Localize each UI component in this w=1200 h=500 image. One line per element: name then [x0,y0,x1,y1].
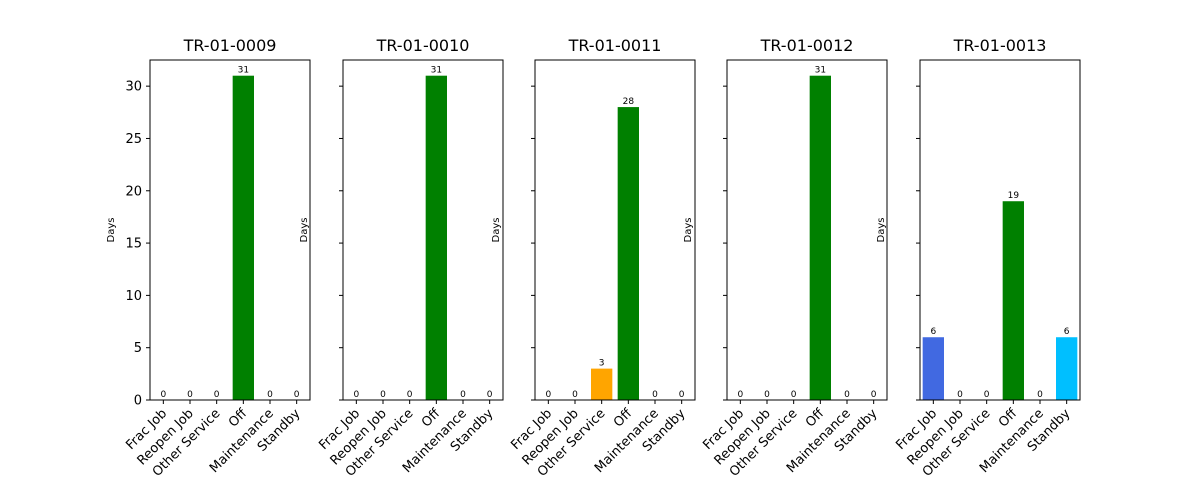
plot-frame [726,59,888,401]
plot-frame [534,59,696,401]
panel-title: TR-01-0010 [376,36,470,55]
bar-off [425,75,447,400]
bar-off [232,75,254,400]
y-tick-label: 5 [134,341,142,356]
data-label: 3 [599,359,605,369]
y-tick-label: 20 [125,184,142,199]
data-label: 0 [267,390,273,400]
data-label: 31 [238,66,249,76]
bar-off [1002,201,1024,400]
bar-off [617,107,639,401]
data-label: 0 [871,390,877,400]
plot-frame [342,59,504,401]
y-axis-label: Days [876,218,887,243]
panel-title: TR-01-0009 [183,36,277,55]
data-label: 0 [844,390,850,400]
plot-frame [149,59,311,401]
data-label: 0 [1037,390,1043,400]
data-label: 0 [187,390,193,400]
data-label: 0 [545,390,551,400]
panel-title: TR-01-0011 [568,36,662,55]
y-tick-label: 10 [125,289,142,304]
data-label: 0 [294,390,300,400]
data-label: 0 [160,390,166,400]
plot-frame [919,59,1081,401]
bar-standby [1056,337,1078,400]
data-label: 28 [623,97,635,107]
data-label: 0 [764,390,770,400]
bar-off [809,75,831,400]
panel-title: TR-01-0013 [953,36,1047,55]
data-label: 0 [214,390,220,400]
data-label: 0 [791,390,797,400]
y-tick-label: 15 [125,237,142,252]
data-label: 0 [957,390,963,400]
y-axis-label: Days [299,218,310,243]
data-label: 19 [1008,191,1020,201]
y-tick-label: 25 [125,132,142,147]
data-label: 0 [407,390,413,400]
data-label: 0 [737,390,743,400]
data-label: 0 [679,390,685,400]
data-label: 0 [572,390,578,400]
y-axis-label: Days [106,218,117,243]
data-label: 0 [487,390,493,400]
panel-title: TR-01-0012 [760,36,854,55]
bar-other-service [591,368,613,400]
y-axis-label: Days [491,218,502,243]
y-axis-label: Days [683,218,694,243]
data-label: 0 [984,390,990,400]
data-label: 0 [353,390,359,400]
data-label: 0 [460,390,466,400]
bar-frac-job [922,337,944,400]
data-label: 31 [431,66,442,76]
data-label: 0 [652,390,658,400]
y-tick-label: 30 [125,80,142,95]
data-label: 6 [930,327,936,337]
data-label: 31 [815,66,826,76]
data-label: 6 [1064,327,1070,337]
y-tick-label: 0 [134,394,142,409]
data-label: 0 [380,390,386,400]
